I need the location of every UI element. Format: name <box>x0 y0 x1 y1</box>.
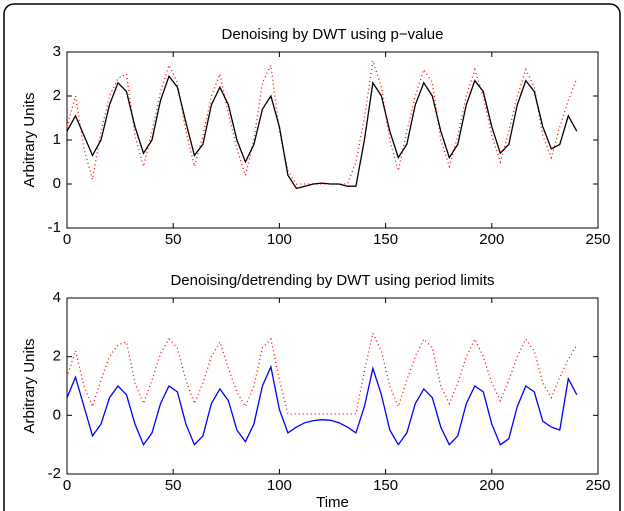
plot-area <box>66 297 599 475</box>
y-tick-label: 0 <box>53 175 61 192</box>
x-tick-label: 50 <box>165 231 182 248</box>
data-line <box>66 74 578 190</box>
y-axis-label: Arbitrary Units <box>21 338 38 433</box>
x-tick-label: 100 <box>267 477 292 494</box>
chart-title: Denoising by DWT using p−value <box>222 26 444 43</box>
y-tick-label: 2 <box>53 348 61 365</box>
x-tick-label: 250 <box>585 231 610 248</box>
y-tick-label: 2 <box>53 87 61 104</box>
y-tick-label: 1 <box>53 131 61 148</box>
x-tick-label: 200 <box>479 477 504 494</box>
x-tick-label: 50 <box>165 477 182 494</box>
y-tick-label: -2 <box>48 465 61 482</box>
x-tick-label: 100 <box>267 231 292 248</box>
x-tick-label: 200 <box>479 231 504 248</box>
x-tick-label: 150 <box>373 231 398 248</box>
y-tick-label: 0 <box>53 406 61 423</box>
x-tick-label: 250 <box>585 477 610 494</box>
chart-title: Denoising/detrending by DWT using period… <box>170 272 494 289</box>
x-axis-label: Time <box>316 494 349 511</box>
y-tick-label: -1 <box>48 219 61 236</box>
x-tick-label: 0 <box>63 477 71 494</box>
data-line <box>66 364 578 447</box>
y-tick-label: 4 <box>53 289 61 306</box>
y-axis-label: Arbitrary Units <box>21 92 38 187</box>
data-line <box>66 60 578 185</box>
x-tick-label: 150 <box>373 477 398 494</box>
y-tick-label: 3 <box>53 43 61 60</box>
plot-area <box>66 51 599 229</box>
x-tick-label: 0 <box>63 231 71 248</box>
